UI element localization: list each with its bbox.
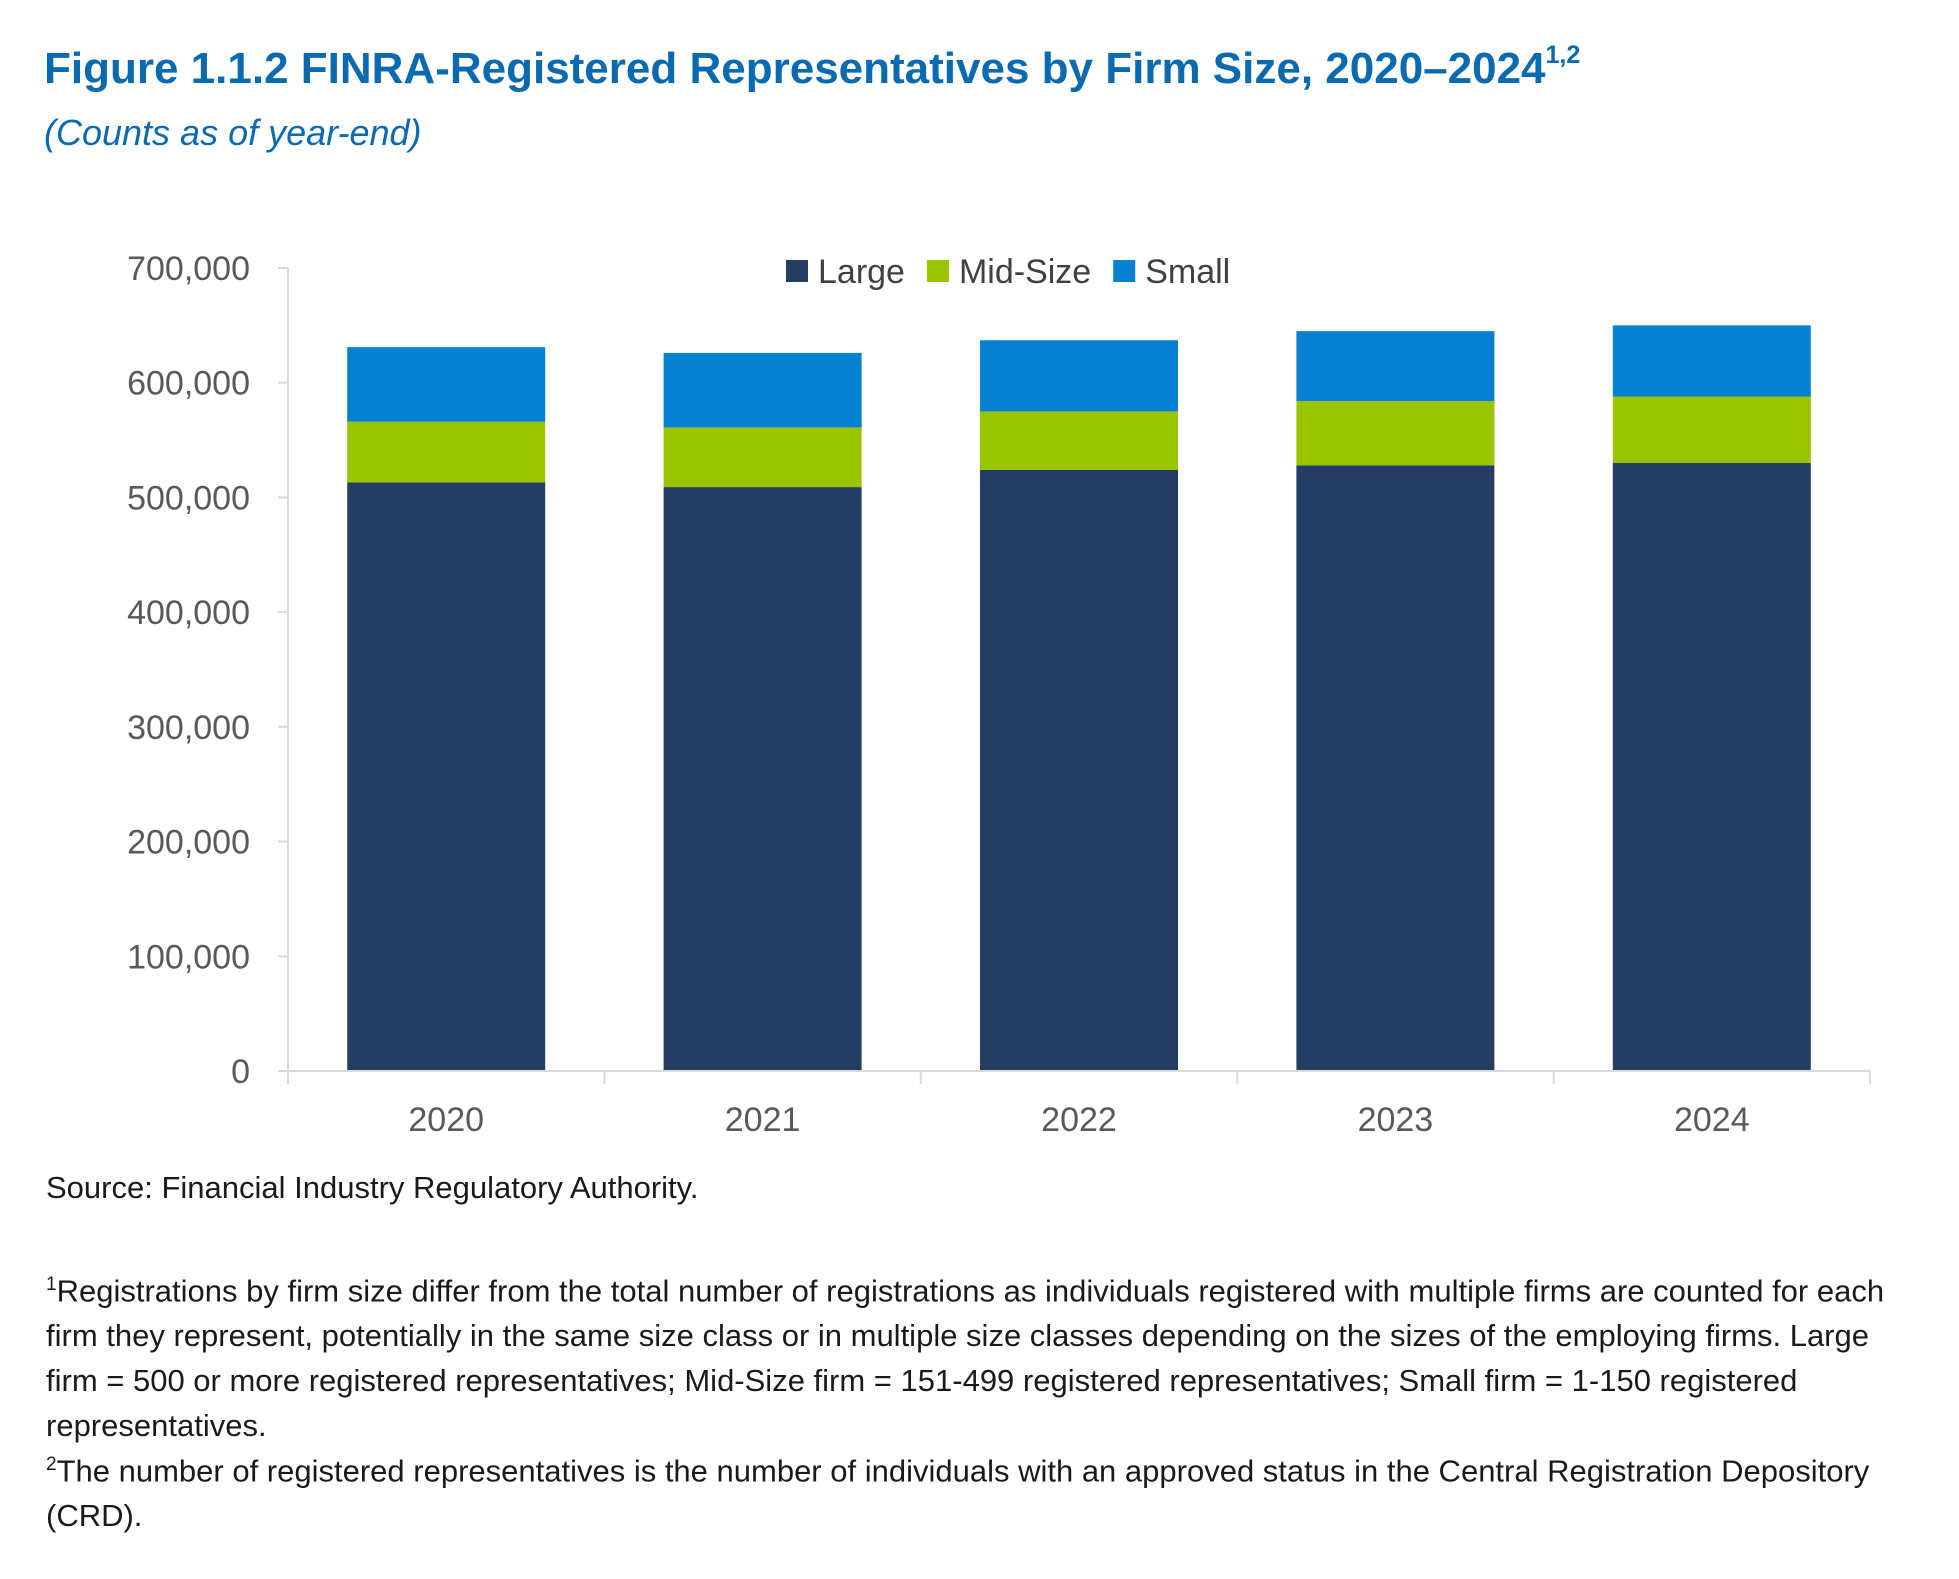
footnote-2-text: The number of registered representatives… xyxy=(46,1453,1870,1534)
bar-large-2023 xyxy=(1296,465,1495,1071)
source-note: Source: Financial Industry Regulatory Au… xyxy=(46,1170,699,1205)
bar-small-2021 xyxy=(663,352,862,428)
x-axis: 2020 2021 2022 2023 2024 xyxy=(287,1070,1871,1139)
figure-subtitle: (Counts as of year-end) xyxy=(44,112,422,153)
footnote-1-text: Registrations by firm size differ from t… xyxy=(46,1273,1885,1444)
footnote-2: 2The number of registered representative… xyxy=(46,1442,1926,1538)
figure-title: Figure 1.1.2 FINRA-Registered Representa… xyxy=(44,41,1581,94)
legend: Large Mid-Size Small xyxy=(786,253,1230,291)
legend-swatch-large xyxy=(786,260,808,282)
legend-swatch-mid-size xyxy=(926,260,949,282)
bar-small-2024 xyxy=(1612,325,1811,397)
y-tick-label: 500,000 xyxy=(127,479,250,517)
bars xyxy=(347,325,1811,1072)
legend-label: Large xyxy=(818,253,905,291)
bar-large-2024 xyxy=(1612,463,1811,1071)
footnote-2-marker: 2 xyxy=(46,1454,57,1475)
legend-swatch-small xyxy=(1113,260,1136,282)
y-tick-label: 600,000 xyxy=(127,365,250,403)
bar-mid-size-2020 xyxy=(347,421,546,483)
y-tick-label: 200,000 xyxy=(127,824,250,862)
bar-large-2021 xyxy=(663,487,862,1072)
y-tick-label: 400,000 xyxy=(127,594,250,632)
bar-large-2022 xyxy=(980,469,1178,1071)
y-tick-label: 0 xyxy=(231,1053,250,1091)
title-footnote-refs: 1,2 xyxy=(1545,41,1581,70)
legend-label: Small xyxy=(1145,253,1230,291)
bar-mid-size-2022 xyxy=(980,411,1178,470)
x-tick-label: 2022 xyxy=(1041,1101,1117,1139)
y-tick-label: 300,000 xyxy=(127,709,250,747)
bar-mid-size-2023 xyxy=(1296,401,1495,466)
y-tick-label: 700,000 xyxy=(127,250,250,288)
bar-small-2020 xyxy=(347,347,546,422)
bar-mid-size-2024 xyxy=(1612,396,1811,464)
x-tick-label: 2024 xyxy=(1674,1101,1750,1139)
y-tick-label: 100,000 xyxy=(127,938,250,976)
x-tick-label: 2021 xyxy=(725,1101,801,1139)
x-tick-label: 2023 xyxy=(1358,1101,1434,1139)
bar-mid-size-2021 xyxy=(663,427,862,488)
bar-small-2022 xyxy=(980,340,1178,412)
footnote-1-marker: 1 xyxy=(46,1274,57,1295)
bar-small-2023 xyxy=(1296,331,1495,402)
footnote-1: 1Registrations by firm size differ from … xyxy=(46,1262,1926,1448)
legend-label: Mid-Size xyxy=(959,253,1091,291)
stacked-bar-chart: 0 100,000 200,000 300,000 400,000 500,000 600,… xyxy=(127,250,1871,1139)
figure-title-text: Figure 1.1.2 FINRA-Registered Representa… xyxy=(44,44,1546,93)
y-axis: 0 100,000 200,000 300,000 400,000 500,000 600,… xyxy=(127,250,289,1091)
x-tick-label: 2020 xyxy=(408,1101,484,1139)
bar-large-2020 xyxy=(347,482,546,1071)
